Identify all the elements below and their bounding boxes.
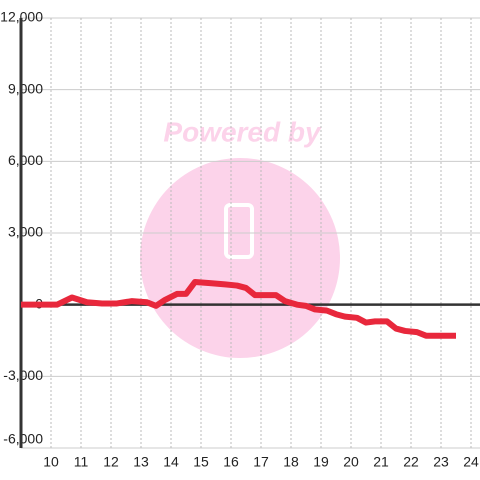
y-tick-label: -6,000 — [3, 431, 43, 447]
y-tick-label: -3,000 — [3, 367, 43, 383]
x-tick-label: 11 — [74, 454, 89, 470]
x-tick-label: 17 — [253, 454, 269, 470]
x-tick-label: 22 — [403, 454, 419, 470]
x-tick-label: 13 — [133, 454, 149, 470]
x-tick-label: 21 — [373, 454, 389, 470]
x-tick-label: 12 — [103, 454, 119, 470]
y-tick-label: 3,000 — [8, 224, 43, 240]
watermark-text: Powered by — [163, 116, 322, 147]
x-tick-label: 23 — [433, 454, 449, 470]
x-tick-label: 18 — [283, 454, 299, 470]
x-tick-label: 24 — [463, 454, 479, 470]
y-tick-label: 6,000 — [8, 152, 43, 168]
watermark-icon — [224, 203, 254, 259]
x-tick-label: 10 — [43, 454, 59, 470]
data-line — [21, 278, 456, 339]
x-tick-label: 14 — [163, 454, 179, 470]
y-tick-label: 12,000 — [0, 9, 43, 25]
x-tick-label: 20 — [343, 454, 359, 470]
x-tick-label: 15 — [193, 454, 209, 470]
y-tick-label: 9,000 — [8, 80, 43, 96]
x-tick-label: 19 — [313, 454, 329, 470]
x-tick-label: 16 — [223, 454, 239, 470]
